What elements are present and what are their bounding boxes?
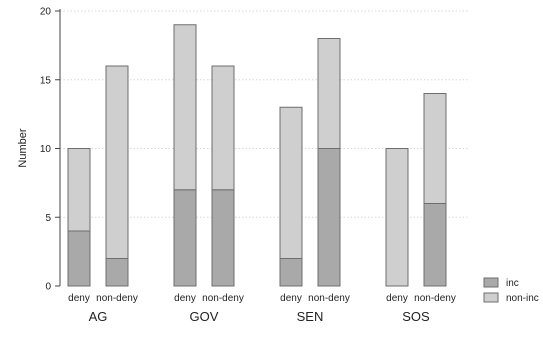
bar-sen-deny-inc bbox=[279, 258, 303, 287]
x-group-label: AG bbox=[89, 309, 108, 324]
y-tick-label: 15 bbox=[40, 75, 52, 86]
x-axis-labels: deny non-deny AG deny non-deny GOV deny non-den… bbox=[68, 293, 456, 324]
y-axis-title: Number bbox=[17, 128, 29, 167]
bar-ag-deny-non-inc bbox=[67, 148, 91, 232]
bar-ag-non-deny-non-inc bbox=[105, 65, 129, 259]
x-category-label: non-deny bbox=[308, 293, 350, 304]
y-tick-label: 5 bbox=[45, 213, 51, 224]
bar-sen-non-deny-non-inc bbox=[317, 38, 341, 149]
x-category-label: deny bbox=[174, 293, 196, 304]
bar-sos-non-deny-non-inc bbox=[423, 93, 447, 204]
y-tick-label: 0 bbox=[45, 282, 51, 293]
bar-gov-non-deny-non-inc bbox=[211, 65, 235, 191]
x-group-label: SEN bbox=[297, 309, 324, 324]
x-group-label: GOV bbox=[190, 309, 219, 324]
bar-gov-deny-non-inc bbox=[173, 24, 197, 191]
legend-swatch-non-inc bbox=[483, 292, 499, 303]
bar-gov-deny-inc bbox=[173, 189, 197, 287]
bar-sen-non-deny-inc bbox=[317, 148, 341, 287]
bar-sen-deny-non-inc bbox=[279, 106, 303, 259]
legend-label-inc: inc bbox=[506, 278, 519, 289]
y-tick-label: 20 bbox=[40, 7, 52, 18]
bars bbox=[67, 24, 447, 287]
bar-sos-deny-non-inc bbox=[385, 148, 409, 287]
x-group-label: SOS bbox=[402, 309, 430, 324]
x-category-label: non-deny bbox=[202, 293, 244, 304]
legend: inc non-inc bbox=[483, 277, 539, 304]
bar-sos-non-deny-inc bbox=[423, 203, 447, 287]
bar-ag-non-deny-inc bbox=[105, 258, 129, 287]
x-category-label: deny bbox=[280, 293, 302, 304]
x-category-label: non-deny bbox=[414, 293, 456, 304]
x-category-label: deny bbox=[68, 293, 90, 304]
legend-swatch-inc bbox=[483, 277, 499, 288]
legend-label-non-inc: non-inc bbox=[506, 293, 539, 304]
x-category-label: deny bbox=[386, 293, 408, 304]
x-category-label: non-deny bbox=[96, 293, 138, 304]
bar-ag-deny-inc bbox=[67, 230, 91, 287]
bar-gov-non-deny-inc bbox=[211, 189, 235, 287]
y-tick-label: 10 bbox=[40, 144, 52, 155]
y-axis: 0 5 10 15 20 bbox=[40, 7, 61, 293]
